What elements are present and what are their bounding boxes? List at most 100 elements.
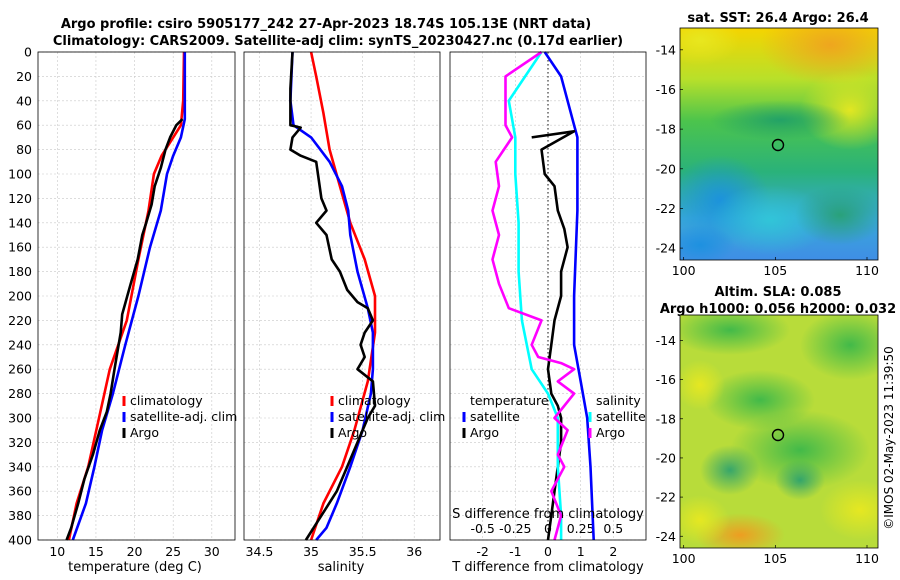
plot-frame <box>449 51 647 541</box>
x-tick-label: -1 <box>509 544 521 559</box>
y-tick-label: 20 <box>16 69 32 84</box>
map-y-tick-label: -16 <box>656 372 676 387</box>
temperature-xlabel: temperature (deg C) <box>68 560 202 575</box>
y-tick-label: 160 <box>8 240 32 255</box>
y-tick-label: 360 <box>8 484 32 499</box>
legend-argo-label: Argo <box>130 425 159 440</box>
difference-panel: -2 -1 0 1 2-0.5 -0.25 0 0.25 0.5 <box>449 50 647 559</box>
legend-satellite-label: satellite-adj. clim <box>338 409 445 424</box>
sla-map-image <box>680 315 878 548</box>
map-x-tick-label: 100 <box>672 263 696 278</box>
x-tick-label: -2 <box>476 544 488 559</box>
temperature-legend: climatology satellite-adj. clim Argo <box>122 393 237 440</box>
legend-argo-label: Argo <box>338 425 367 440</box>
x-tick-label: 15 <box>88 544 104 559</box>
temperature-panel: 0 20 40 60 80 100 120 140 160 180 200 220 240 260 280 3… <box>8 45 236 559</box>
difference-legend: temperature satellite Argo salinity sate… <box>462 393 646 440</box>
s-tick-label: -0.25 <box>499 521 531 536</box>
figure-title-line2: Climatology: CARS2009. Satellite-adj cli… <box>53 34 623 49</box>
map-x-tick-label: 110 <box>855 263 879 278</box>
map-y-tick-label: -20 <box>656 161 676 176</box>
series-line-t-argo <box>531 130 576 541</box>
map-y-tick-label: -14 <box>656 42 676 57</box>
y-tick-label: 140 <box>8 215 32 230</box>
map-y-tick-label: -22 <box>656 490 676 505</box>
s-tick-label: 0.5 <box>603 521 623 536</box>
map-x-tick-label: 105 <box>763 551 787 566</box>
y-tick-label: 400 <box>8 533 32 548</box>
y-tick-label: 340 <box>8 459 32 474</box>
x-tick-label: 30 <box>204 544 220 559</box>
sla-map-title-line1: Altim. SLA: 0.085 <box>715 285 842 300</box>
x-tick-label: 0 <box>544 544 552 559</box>
legend-t-satellite-label: satellite <box>470 409 520 424</box>
map-x-tick-label: 100 <box>672 551 696 566</box>
y-tick-label: 380 <box>8 508 32 523</box>
y-tick-label: 80 <box>16 142 32 157</box>
map-x-tick-label: 110 <box>855 551 879 566</box>
x-tick-label: 35 <box>303 544 319 559</box>
y-tick-label: 240 <box>8 337 32 352</box>
sst-argo-location-marker <box>771 138 785 152</box>
map-y-tick-label: -20 <box>656 450 676 465</box>
y-tick-label: 260 <box>8 362 32 377</box>
x-tick-label: 36 <box>406 544 422 559</box>
s-tick-label: 0.25 <box>567 521 595 536</box>
y-tick-label: 0 <box>24 45 32 60</box>
y-tick-label: 320 <box>8 435 32 450</box>
legend-temperature-title: temperature <box>470 393 549 408</box>
salinity-legend: climatology satellite-adj. clim Argo <box>330 393 445 440</box>
difference-top-xlabel: S difference from climatology <box>452 507 644 522</box>
series-line-s-satellite <box>507 51 563 540</box>
x-tick-label: 20 <box>127 544 143 559</box>
map-x-tick-label: 105 <box>763 263 787 278</box>
sla-map-title-line2: Argo h1000: 0.056 h2000: 0.032 <box>660 302 896 317</box>
y-tick-label: 220 <box>8 313 32 328</box>
legend-salinity-title: salinity <box>596 393 641 408</box>
y-tick-label: 120 <box>8 191 32 206</box>
map-axes: 100 105 110 -14 -16 -18 -20 -22 -24 100 105 110 -14 -… <box>656 42 879 566</box>
series-line-satellite-adj-clim <box>289 51 375 541</box>
salinity-panel: 34.5 35 35.5 36 <box>243 51 441 559</box>
x-tick-label: 34.5 <box>246 544 274 559</box>
legend-satellite-label: satellite-adj. clim <box>130 409 237 424</box>
credit-text: ©IMOS 02-May-2023 11:39:50 <box>882 346 896 530</box>
map-y-tick-label: -18 <box>656 122 676 137</box>
x-tick-label: 25 <box>165 544 181 559</box>
difference-xlabel: T difference from climatology <box>451 560 644 575</box>
legend-climatology-label: climatology <box>338 393 411 408</box>
y-tick-label: 100 <box>8 167 32 182</box>
legend-s-satellite-label: satellite <box>596 409 646 424</box>
y-tick-label: 180 <box>8 264 32 279</box>
series-line-s-argo <box>491 50 576 541</box>
x-tick-label: 2 <box>609 544 617 559</box>
plot-frame <box>243 51 441 541</box>
sst-map-title: sat. SST: 26.4 Argo: 26.4 <box>687 11 868 26</box>
series-line-satellite-adj-clim <box>71 52 187 541</box>
sla-argo-location-marker <box>771 428 785 442</box>
series-line-argo <box>289 51 377 541</box>
map-y-tick-label: -16 <box>656 82 676 97</box>
legend-climatology-label: climatology <box>130 393 203 408</box>
series-line-t-satellite <box>543 51 595 541</box>
y-tick-label: 300 <box>8 411 32 426</box>
series-line-climatology <box>309 51 377 541</box>
legend-s-argo-label: Argo <box>596 425 625 440</box>
map-y-tick-label: -18 <box>656 411 676 426</box>
map-y-tick-label: -14 <box>656 333 676 348</box>
series-line-argo <box>65 118 184 541</box>
y-tick-label: 280 <box>8 386 32 401</box>
y-tick-label: 200 <box>8 289 32 304</box>
x-tick-label: 35.5 <box>349 544 377 559</box>
map-y-tick-label: -24 <box>656 241 676 256</box>
map-y-tick-label: -24 <box>656 529 676 544</box>
x-tick-label: 10 <box>49 544 65 559</box>
legend-t-argo-label: Argo <box>470 425 499 440</box>
map-y-tick-label: -22 <box>656 201 676 216</box>
s-tick-label: -0.5 <box>470 521 494 536</box>
y-tick-label: 40 <box>16 93 32 108</box>
sst-map-image <box>680 28 878 260</box>
salinity-xlabel: salinity <box>318 560 365 575</box>
plot-frame <box>37 51 236 541</box>
x-tick-label: 1 <box>577 544 585 559</box>
